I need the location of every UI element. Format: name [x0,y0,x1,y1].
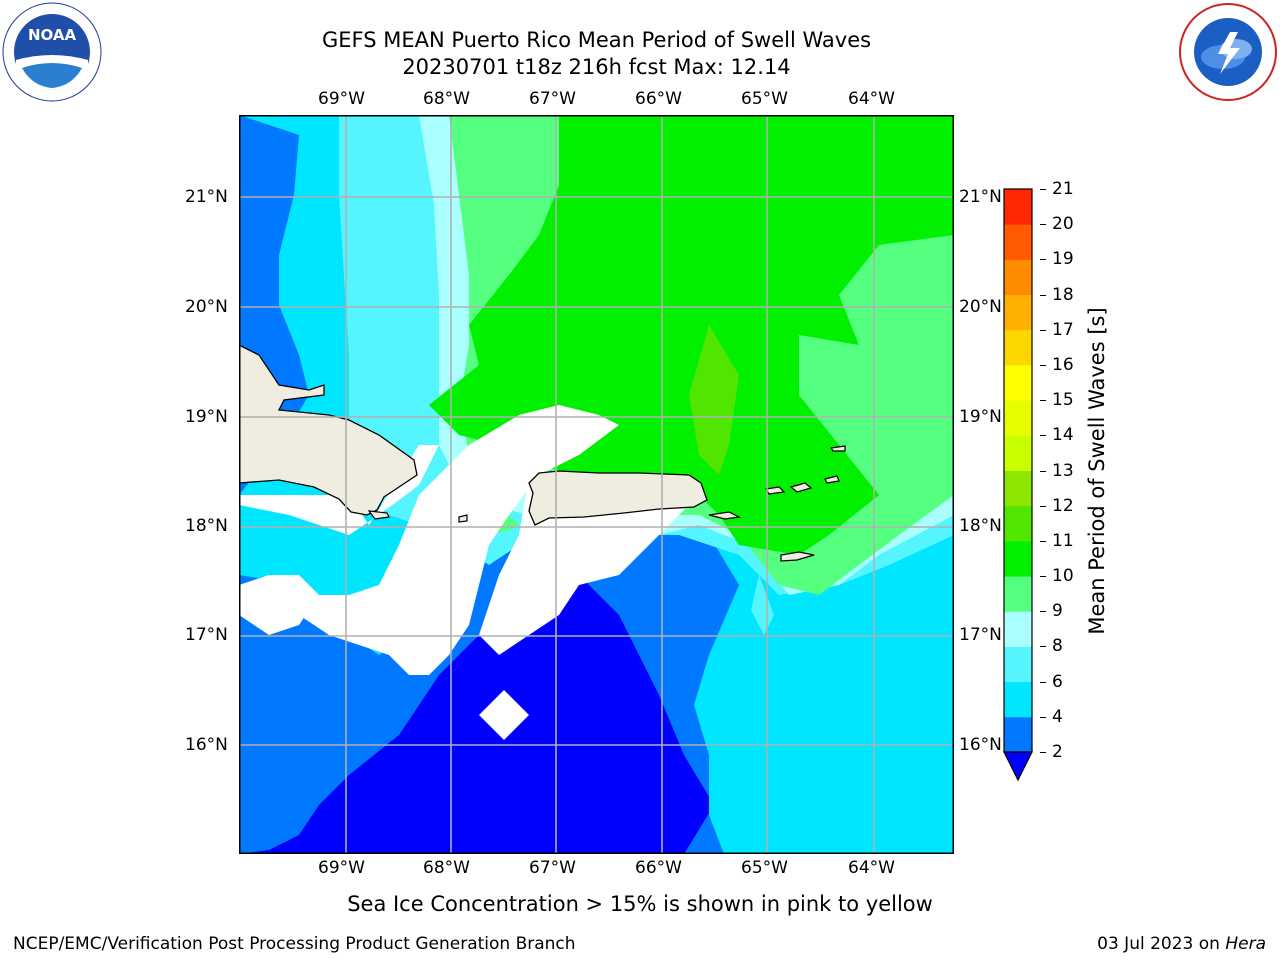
lon-label-bottom: 66°W [635,858,682,878]
colorbar-ticks: 2 4 6 8 9 10 11 12 13 14 15 16 17 18 19 20 21 [1040,179,1100,786]
colorbar-tick-label: 6 [1052,671,1063,692]
colorbar-tick-mark [1040,681,1046,683]
colorbar-tick-label: 4 [1052,706,1063,727]
lat-label-left: 18°N [185,516,228,536]
lat-label-right: 18°N [959,516,1002,536]
footer-source: NCEP/EMC/Verification Post Processing Pr… [13,934,576,954]
colorbar-band [1004,646,1032,683]
colorbar [1003,188,1033,782]
colorbar-tick-label: 17 [1052,319,1074,340]
colorbar-tick-label: 19 [1052,249,1074,270]
colorbar-tick-mark [1040,364,1046,366]
colorbar-band [1004,329,1032,366]
colorbar-tick-mark [1040,259,1046,261]
map-contours [238,115,954,854]
colorbar-tick-label: 21 [1052,179,1074,199]
lat-label-right: 16°N [959,735,1002,755]
lat-label-left: 19°N [185,407,228,427]
colorbar-tick-label: 2 [1052,742,1063,762]
colorbar-band [1004,224,1032,260]
lat-label-right: 21°N [959,187,1002,207]
colorbar-band [1004,576,1032,612]
chart-subtitle: 20230701 t18z 216h fcst Max: 12.14 [402,55,791,79]
colorbar-tick-label: 14 [1052,425,1074,446]
colorbar-tick-mark [1040,435,1046,437]
colorbar-tick-mark [1040,400,1046,402]
footer-machine: Hera [1225,934,1266,954]
lon-label-bottom: 68°W [423,858,470,878]
colorbar-tick-mark [1040,294,1046,296]
colorbar-band [1004,540,1032,577]
colorbar-tick-label: 13 [1052,460,1074,481]
colorbar-tick-mark [1040,576,1046,578]
colorbar-tick-mark [1040,189,1046,190]
colorbar-bands [1004,189,1032,753]
noaa-logo: NOAA [2,2,102,102]
colorbar-band [1004,259,1032,296]
colorbar-tick-label: 18 [1052,284,1074,305]
colorbar-tick-mark [1040,540,1046,542]
colorbar-band [1004,189,1032,225]
colorbar-tick-label: 8 [1052,636,1063,657]
colorbar-band [1004,611,1032,647]
colorbar-band [1004,400,1032,436]
footer-date: 03 Jul 2023 on Hera [1097,934,1266,954]
colorbar-tick-mark [1040,224,1046,226]
sea-ice-caption: Sea Ice Concentration > 15% is shown in … [347,892,933,916]
colorbar-band [1004,364,1032,401]
lat-label-right: 20°N [959,297,1002,317]
colorbar-tick-mark [1040,752,1046,753]
colorbar-tick-mark [1040,329,1046,331]
colorbar-tick-label: 15 [1052,390,1074,411]
colorbar-tick-label: 10 [1052,566,1074,587]
lon-label-top: 64°W [848,89,895,109]
footer-date-text: 03 Jul 2023 on [1097,934,1226,954]
colorbar-band [1004,505,1032,542]
lon-label-top: 68°W [423,89,470,109]
colorbar-band [1004,716,1032,753]
colorbar-tick-mark [1040,716,1046,718]
colorbar-tick-label: 11 [1052,530,1074,551]
colorbar-tick-mark [1040,646,1046,648]
nws-logo [1178,2,1278,102]
lat-label-left: 17°N [185,625,228,645]
colorbar-tick-label: 16 [1052,354,1074,375]
colorbar-label: Mean Period of Swell Waves [s] [1085,307,1109,635]
chart-title: GEFS MEAN Puerto Rico Mean Period of Swe… [321,28,872,52]
colorbar-tick-mark [1040,505,1046,507]
lon-label-top: 66°W [635,89,682,109]
colorbar-band [1004,294,1032,331]
colorbar-tick-label: 20 [1052,214,1074,235]
map-plot [238,115,954,854]
colorbar-band [1004,681,1032,718]
map-graticule [239,115,954,854]
colorbar-tick-mark [1040,611,1046,613]
lon-label-top: 67°W [529,89,576,109]
lat-label-left: 20°N [185,297,228,317]
lon-label-bottom: 69°W [318,858,365,878]
lon-label-top: 69°W [318,89,365,109]
lon-label-bottom: 65°W [741,858,788,878]
lon-label-top: 65°W [741,89,788,109]
lat-label-right: 19°N [959,407,1002,427]
colorbar-underflow-triangle [1003,751,1033,782]
colorbar-band [1004,470,1032,507]
lon-label-bottom: 67°W [529,858,576,878]
lat-label-right: 17°N [959,625,1002,645]
colorbar-tick-mark [1040,470,1046,472]
noaa-logo-text: NOAA [28,26,77,44]
lon-label-bottom: 64°W [848,858,895,878]
colorbar-tick-label: 12 [1052,495,1074,516]
colorbar-band [1004,435,1032,471]
lat-label-left: 16°N [185,735,228,755]
colorbar-tick-label: 9 [1052,601,1063,622]
lat-label-left: 21°N [185,187,228,207]
